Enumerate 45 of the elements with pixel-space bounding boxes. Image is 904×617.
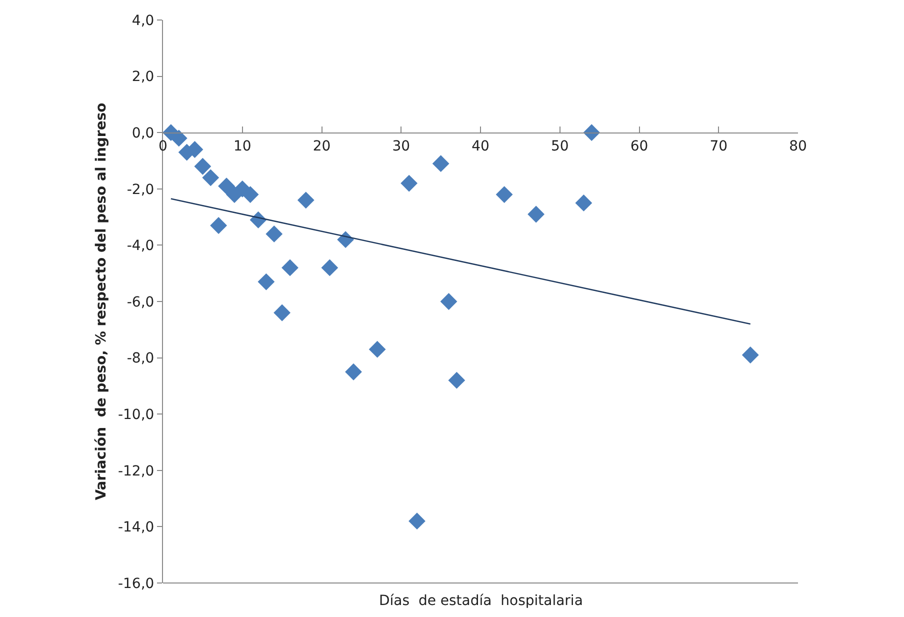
y-tick-label: -6,0 xyxy=(126,294,154,310)
x-tick-label: 10 xyxy=(233,138,252,154)
point xyxy=(266,225,283,242)
y-tick-label: 2,0 xyxy=(132,69,154,86)
y-tick-label: -14,0 xyxy=(118,520,154,536)
point xyxy=(742,346,759,364)
point xyxy=(528,206,545,223)
point xyxy=(274,304,291,322)
x-tick-label: 60 xyxy=(630,138,648,154)
point xyxy=(496,186,513,203)
point xyxy=(400,174,418,192)
point xyxy=(282,259,298,276)
point xyxy=(194,158,212,175)
x-tick-label: 50 xyxy=(550,138,569,154)
y-tick-label: -10,0 xyxy=(118,407,154,423)
x-tick-label: 40 xyxy=(472,138,490,154)
point xyxy=(210,217,228,234)
x-tick-label: 80 xyxy=(789,138,807,154)
y-tick-label: 0,0 xyxy=(132,126,154,142)
point xyxy=(242,186,259,203)
point xyxy=(202,169,220,186)
point xyxy=(448,372,466,389)
y-tick-label: 4,0 xyxy=(132,12,154,29)
x-tick-label: 70 xyxy=(710,138,728,154)
y-tick-label: -2,0 xyxy=(126,182,154,198)
y-tick-label: -12,0 xyxy=(118,463,154,480)
point xyxy=(345,363,362,380)
y-tick-label: -8,0 xyxy=(126,350,154,367)
point xyxy=(368,340,386,358)
point xyxy=(321,259,338,276)
x-axis-title: Días de estadía hospitalaria xyxy=(379,593,583,609)
point xyxy=(218,178,235,195)
x-tick-label: 20 xyxy=(312,138,331,154)
y-axis-title: Variación de peso, % respecto del peso al ingreso xyxy=(94,102,110,500)
point xyxy=(258,273,275,290)
point xyxy=(575,194,592,212)
x-tick-label: 0 xyxy=(158,138,168,154)
point xyxy=(170,130,188,147)
point xyxy=(408,512,426,530)
point xyxy=(440,293,458,310)
point xyxy=(432,155,450,172)
y-tick-label: -16,0 xyxy=(118,576,154,592)
point xyxy=(297,192,314,209)
y-tick-label: -4,0 xyxy=(126,238,154,254)
x-tick-label: 30 xyxy=(392,138,410,154)
